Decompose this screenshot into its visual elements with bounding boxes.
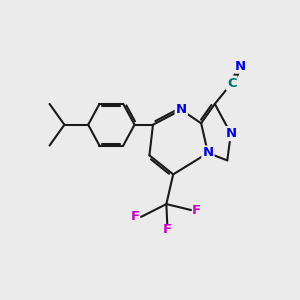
Text: N: N — [225, 127, 236, 140]
Text: F: F — [131, 210, 140, 224]
Text: F: F — [192, 203, 201, 217]
Text: C: C — [227, 76, 236, 90]
Text: N: N — [202, 146, 214, 160]
Text: F: F — [163, 223, 172, 236]
Text: N: N — [235, 60, 246, 73]
Text: N: N — [176, 103, 187, 116]
